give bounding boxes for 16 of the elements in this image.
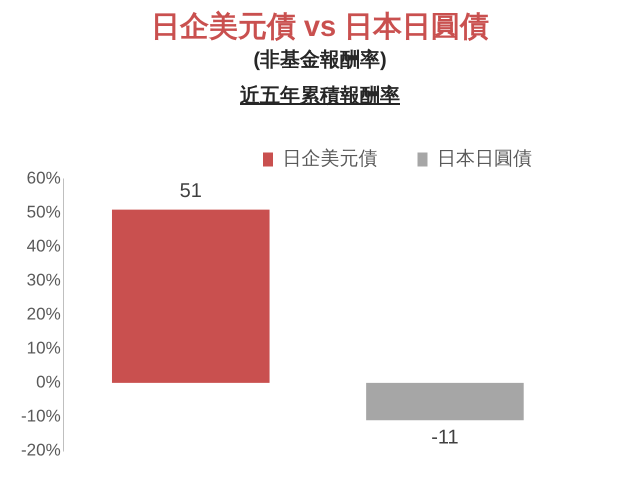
legend-label: 日本日圓債 bbox=[437, 148, 532, 170]
y-tick-label: 20% bbox=[26, 304, 61, 324]
y-tick-label: 10% bbox=[26, 338, 61, 358]
data-label: -11 bbox=[431, 426, 459, 449]
y-tick-label: -10% bbox=[21, 406, 61, 426]
y-tick-label: 40% bbox=[26, 236, 61, 256]
y-tick-label: 50% bbox=[26, 202, 61, 222]
text: 近五年累積報酬率 bbox=[239, 84, 401, 109]
chart-title: 日企美元債 vs 日本日圓債 bbox=[150, 10, 490, 45]
y-tick-label: 30% bbox=[26, 270, 61, 290]
y-tick-label: -20% bbox=[21, 440, 61, 460]
legend-label: 日企美元債 bbox=[282, 148, 378, 170]
chart-subtitle: (非基金報酬率) bbox=[252, 48, 388, 73]
y-tick-label: 60% bbox=[26, 168, 61, 188]
y-tick-label: 0% bbox=[36, 372, 61, 392]
data-label: 51 bbox=[180, 180, 202, 202]
